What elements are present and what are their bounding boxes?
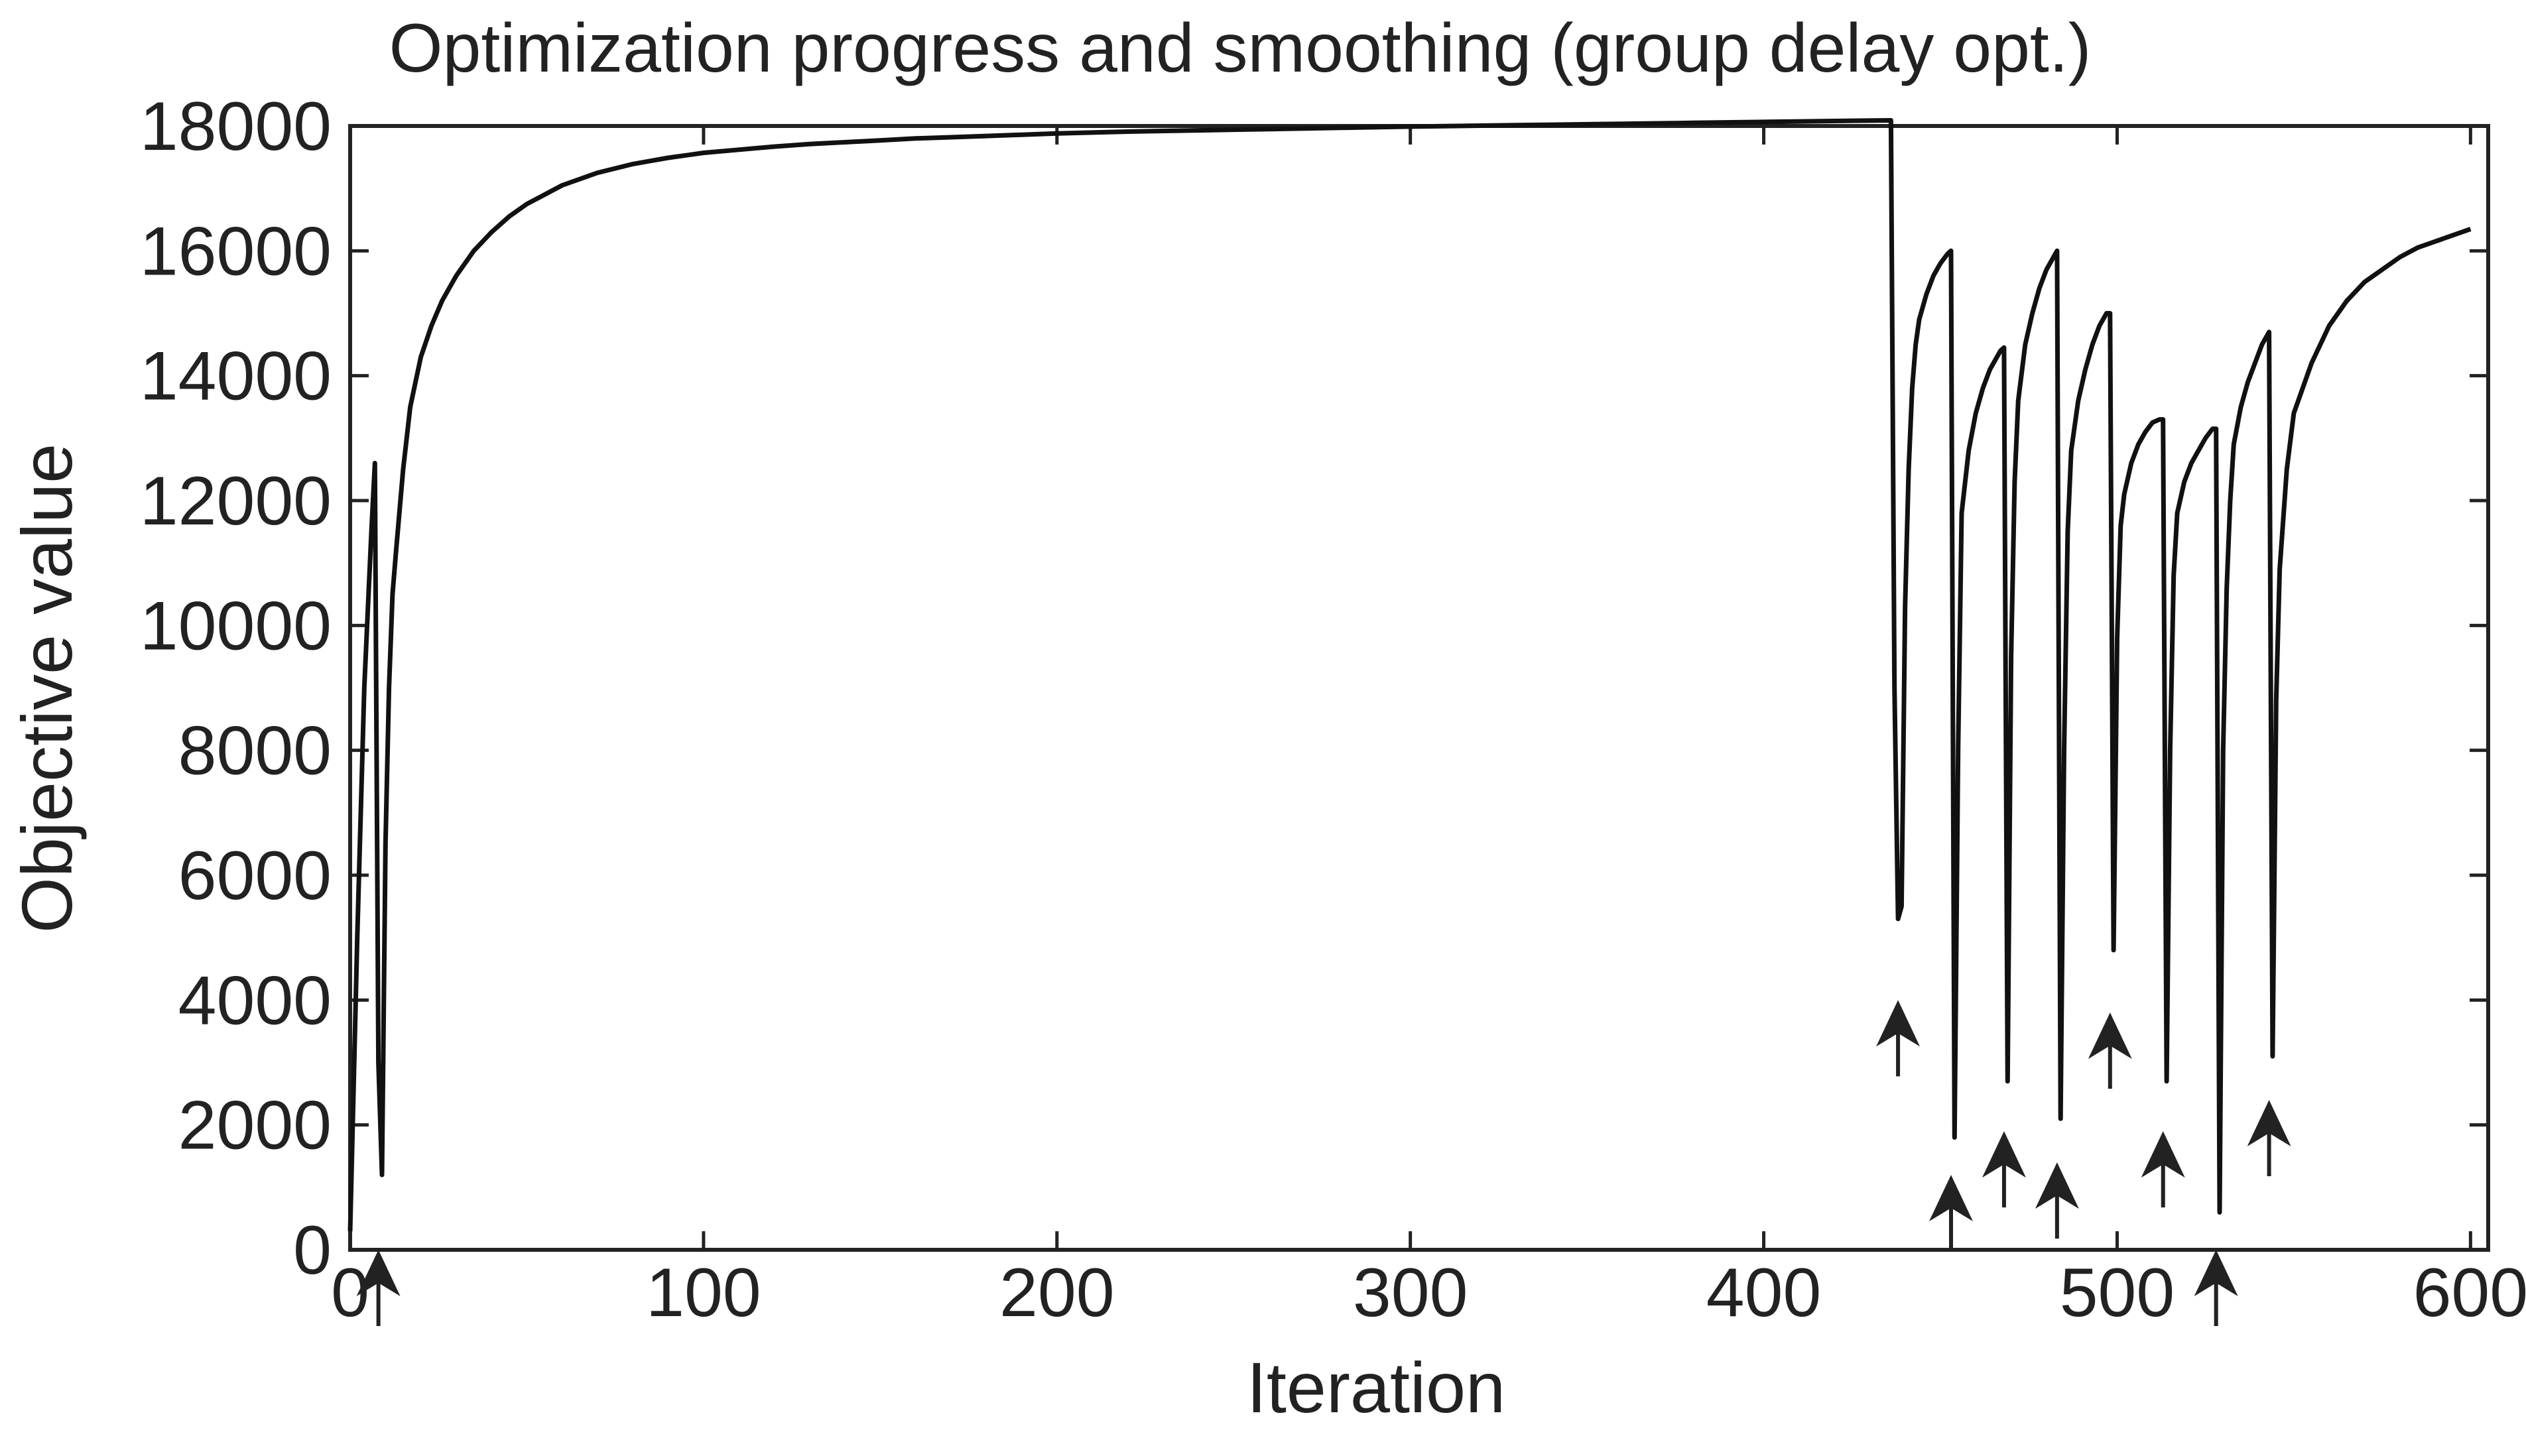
y-tick-label: 18000 [140, 88, 332, 165]
y-tick-label: 4000 [178, 962, 332, 1039]
x-tick-label: 100 [646, 1254, 761, 1331]
y-axis-label: Objective value [7, 444, 87, 933]
y-tick-label: 0 [293, 1212, 332, 1289]
y-tick-label: 8000 [178, 713, 332, 790]
annotation-arrow [2247, 1100, 2291, 1176]
annotation-arrow [1982, 1131, 2026, 1208]
x-tick-label: 600 [2413, 1254, 2526, 1331]
y-tick-label: 2000 [178, 1087, 332, 1164]
x-tick-label: 0 [331, 1254, 369, 1331]
x-axis: 0 100 200 300 400 500 600 [331, 126, 2526, 1331]
y-tick-label: 16000 [140, 213, 332, 290]
x-tick-label: 300 [1353, 1254, 1468, 1331]
x-tick-label: 500 [2060, 1254, 2175, 1331]
annotation-arrow [2141, 1131, 2185, 1208]
annotation-arrow [2088, 1012, 2132, 1089]
y-tick-label: 10000 [140, 587, 332, 664]
series-layer [347, 118, 2472, 1231]
y-axis: 0 2000 4000 6000 8000 10000 12000 14000 16000 180… [140, 88, 2488, 1289]
annotation-arrow [2035, 1162, 2079, 1239]
annotation-arrow [356, 1250, 401, 1326]
annotation-arrow [1929, 1175, 1974, 1251]
y-tick-label: 12000 [140, 463, 332, 540]
series-line-0 [347, 118, 2472, 1231]
annotation-arrows [356, 1000, 2291, 1326]
x-axis-label: Iteration [1247, 1347, 1505, 1427]
annotation-arrow [2194, 1250, 2238, 1326]
annotation-arrow [1876, 1000, 1921, 1077]
y-tick-label: 6000 [178, 837, 332, 914]
chart-title: Optimization progress and smoothing (gro… [389, 10, 2092, 87]
x-tick-label: 200 [999, 1254, 1115, 1331]
x-tick-label: 400 [1706, 1254, 1822, 1331]
y-tick-label: 14000 [140, 338, 332, 415]
